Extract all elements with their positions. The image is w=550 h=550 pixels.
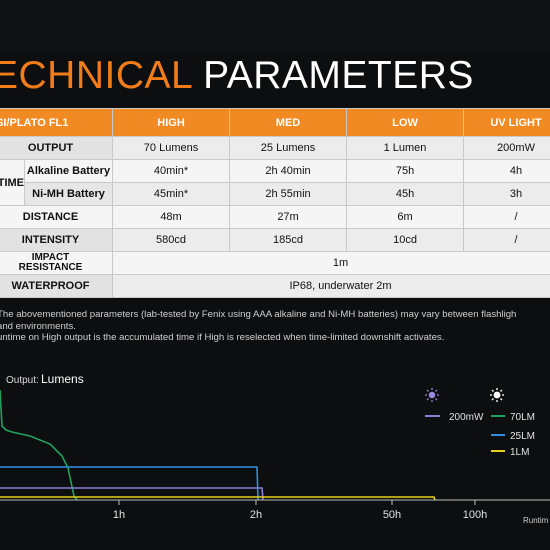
runtime-chart: Output: Lumens 1h 2h 50h 100h Runtim 200… — [0, 372, 550, 525]
title-part-white: PARAMETERS — [203, 54, 474, 97]
row-waterproof: WATERPROOF IP68, underwater 2m — [0, 274, 550, 298]
row-label-intensity: INTENSITY — [0, 228, 114, 252]
cell-intensity-uv: / — [463, 228, 550, 252]
cell-distance-low: 6m — [346, 205, 465, 229]
legend-label-70lm: 70LM — [510, 412, 535, 423]
cell-distance-med: 27m — [229, 205, 348, 229]
cell-distance-uv: / — [463, 205, 550, 229]
page-title: ECHNICAL PARAMETERS — [0, 54, 474, 98]
legend-label-200mw: 200mW — [449, 412, 484, 423]
cell-intensity-med: 185cd — [229, 228, 348, 252]
cell-nimh-high: 45min* — [112, 182, 231, 206]
title-part-orange: ECHNICAL — [0, 54, 192, 97]
column-header-med: MED — [229, 108, 348, 137]
cell-alkaline-med: 2h 40min — [229, 159, 348, 183]
cell-alkaline-uv: 4h — [463, 159, 550, 183]
cell-nimh-low: 45h — [346, 182, 465, 206]
row-label-distance: DISTANCE — [0, 205, 114, 229]
row-output: OUTPUT 70 Lumens 25 Lumens 1 Lumen 200mW — [0, 136, 550, 160]
column-header-low: LOW — [346, 108, 465, 137]
notes: The abovementioned parameters (lab-teste… — [0, 309, 550, 344]
row-distance: DISTANCE 48m 27m 6m / — [0, 205, 550, 229]
white-light-icon — [490, 388, 504, 402]
series-line-70lm — [0, 389, 78, 501]
spec-header-row: ISI/PLATO FL1 HIGH MED LOW UV LIGHT — [0, 108, 550, 137]
row-intensity: INTENSITY 580cd 185cd 10cd / — [0, 228, 550, 252]
chart-ylabel: Lumens — [41, 372, 84, 386]
row-label-output: OUTPUT — [0, 136, 114, 160]
chart-xlabel: Runtim — [523, 516, 549, 525]
note-line-1: The abovementioned parameters (lab-teste… — [0, 309, 517, 320]
cell-output-low: 1 Lumen — [346, 136, 465, 160]
row-label-runtime: TIME — [0, 159, 25, 206]
impact-label-line2: RESISTANCE — [18, 262, 83, 273]
row-label-impact: IMPACT RESISTANCE — [0, 251, 114, 275]
cell-waterproof: IP68, underwater 2m — [112, 274, 550, 298]
row-label-waterproof: WATERPROOF — [0, 274, 114, 298]
x-tick-label-2h: 2h — [250, 509, 262, 521]
cell-output-uv: 200mW — [463, 136, 550, 160]
series-line-1lm — [0, 496, 436, 501]
note-line-3: untime on High output is the accumulated… — [0, 332, 445, 343]
row-nimh: Ni-MH Battery 45min* 2h 55min 45h 3h — [0, 182, 550, 206]
column-header-uv: UV LIGHT — [463, 108, 550, 137]
row-label-alkaline: Alkaline Battery — [23, 159, 114, 183]
chart-ylabel-prefix: Output: — [6, 375, 39, 386]
x-tick-label-1h: 1h — [113, 509, 125, 521]
top-band — [0, 0, 550, 50]
impact-label-line1: IMPACT — [31, 252, 70, 263]
cell-nimh-uv: 3h — [463, 182, 550, 206]
row-impact: IMPACT RESISTANCE 1m — [0, 251, 550, 275]
cell-intensity-low: 10cd — [346, 228, 465, 252]
x-tick-label-100h: 100h — [463, 509, 487, 521]
column-header-high: HIGH — [112, 108, 231, 137]
row-label-nimh: Ni-MH Battery — [23, 182, 114, 206]
legend-label-1lm: 1LM — [510, 447, 529, 458]
cell-distance-high: 48m — [112, 205, 231, 229]
cell-alkaline-low: 75h — [346, 159, 465, 183]
cell-nimh-med: 2h 55min — [229, 182, 348, 206]
uv-light-icon — [425, 388, 439, 402]
series-line-200mw — [0, 487, 264, 501]
cell-alkaline-high: 40min* — [112, 159, 231, 183]
cell-output-med: 25 Lumens — [229, 136, 348, 160]
cell-output-high: 70 Lumens — [112, 136, 231, 160]
model-header: ISI/PLATO FL1 — [0, 108, 114, 137]
note-line-2: and environments. — [0, 320, 76, 332]
legend-label-25lm: 25LM — [510, 431, 535, 442]
row-alkaline: TIME Alkaline Battery 40min* 2h 40min 75… — [0, 159, 550, 206]
x-tick-label-50h: 50h — [383, 509, 401, 521]
series-line-25lm — [0, 466, 259, 501]
spec-table: ISI/PLATO FL1 HIGH MED LOW UV LIGHT OUTP… — [0, 108, 550, 298]
cell-impact: 1m — [112, 251, 550, 275]
cell-intensity-high: 580cd — [112, 228, 231, 252]
